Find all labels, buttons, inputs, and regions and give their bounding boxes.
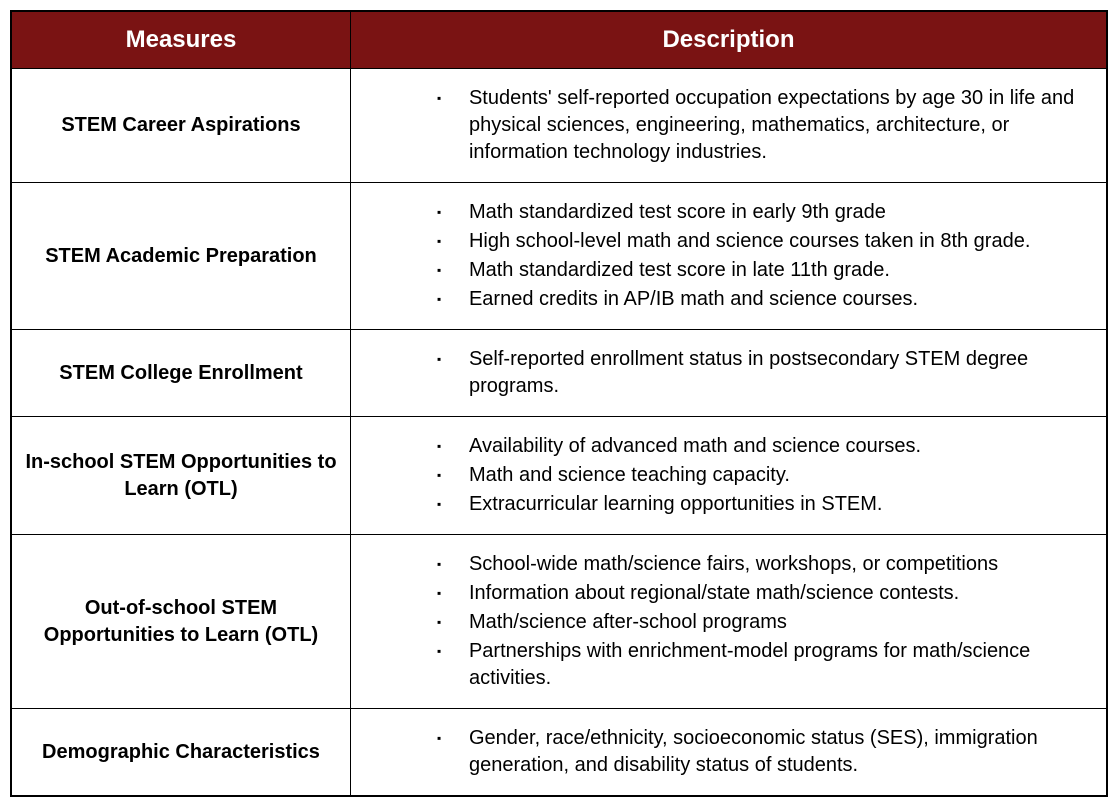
description-list: Math standardized test score in early 9t… (369, 199, 1082, 313)
list-item: Extracurricular learning opportunities i… (437, 491, 1082, 518)
description-cell: Students' self-reported occupation expec… (350, 69, 1107, 183)
list-item: Information about regional/state math/sc… (437, 580, 1082, 607)
measure-cell: Out-of-school STEM Opportunities to Lear… (11, 535, 350, 709)
list-item: Students' self-reported occupation expec… (437, 85, 1082, 166)
description-cell: Self-reported enrollment status in posts… (350, 330, 1107, 417)
list-item: School-wide math/science fairs, workshop… (437, 551, 1082, 578)
column-header-measures: Measures (11, 11, 350, 69)
table-header-row: Measures Description (11, 11, 1107, 69)
measure-cell: STEM College Enrollment (11, 330, 350, 417)
description-list: School-wide math/science fairs, workshop… (369, 551, 1082, 692)
description-list: Self-reported enrollment status in posts… (369, 346, 1082, 400)
description-list: Availability of advanced math and scienc… (369, 433, 1082, 518)
table-row: Demographic Characteristics Gender, race… (11, 709, 1107, 797)
measure-cell: Demographic Characteristics (11, 709, 350, 797)
list-item: Earned credits in AP/IB math and science… (437, 286, 1082, 313)
measure-cell: In-school STEM Opportunities to Learn (O… (11, 417, 350, 535)
description-cell: School-wide math/science fairs, workshop… (350, 535, 1107, 709)
table-body: STEM Career Aspirations Students' self-r… (11, 69, 1107, 797)
list-item: Math standardized test score in late 11t… (437, 257, 1082, 284)
table-row: Out-of-school STEM Opportunities to Lear… (11, 535, 1107, 709)
table-row: In-school STEM Opportunities to Learn (O… (11, 417, 1107, 535)
list-item: Partnerships with enrichment-model progr… (437, 638, 1082, 692)
description-cell: Gender, race/ethnicity, socioeconomic st… (350, 709, 1107, 797)
list-item: Math standardized test score in early 9t… (437, 199, 1082, 226)
description-list: Students' self-reported occupation expec… (369, 85, 1082, 166)
measures-table: Measures Description STEM Career Aspirat… (10, 10, 1108, 797)
list-item: Math and science teaching capacity. (437, 462, 1082, 489)
table-row: STEM College Enrollment Self-reported en… (11, 330, 1107, 417)
list-item: Self-reported enrollment status in posts… (437, 346, 1082, 400)
description-list: Gender, race/ethnicity, socioeconomic st… (369, 725, 1082, 779)
table-row: STEM Career Aspirations Students' self-r… (11, 69, 1107, 183)
list-item: Availability of advanced math and scienc… (437, 433, 1082, 460)
list-item: High school-level math and science cours… (437, 228, 1082, 255)
description-cell: Availability of advanced math and scienc… (350, 417, 1107, 535)
list-item: Math/science after-school programs (437, 609, 1082, 636)
table-row: STEM Academic Preparation Math standardi… (11, 183, 1107, 330)
column-header-description: Description (350, 11, 1107, 69)
list-item: Gender, race/ethnicity, socioeconomic st… (437, 725, 1082, 779)
description-cell: Math standardized test score in early 9t… (350, 183, 1107, 330)
measure-cell: STEM Academic Preparation (11, 183, 350, 330)
measure-cell: STEM Career Aspirations (11, 69, 350, 183)
